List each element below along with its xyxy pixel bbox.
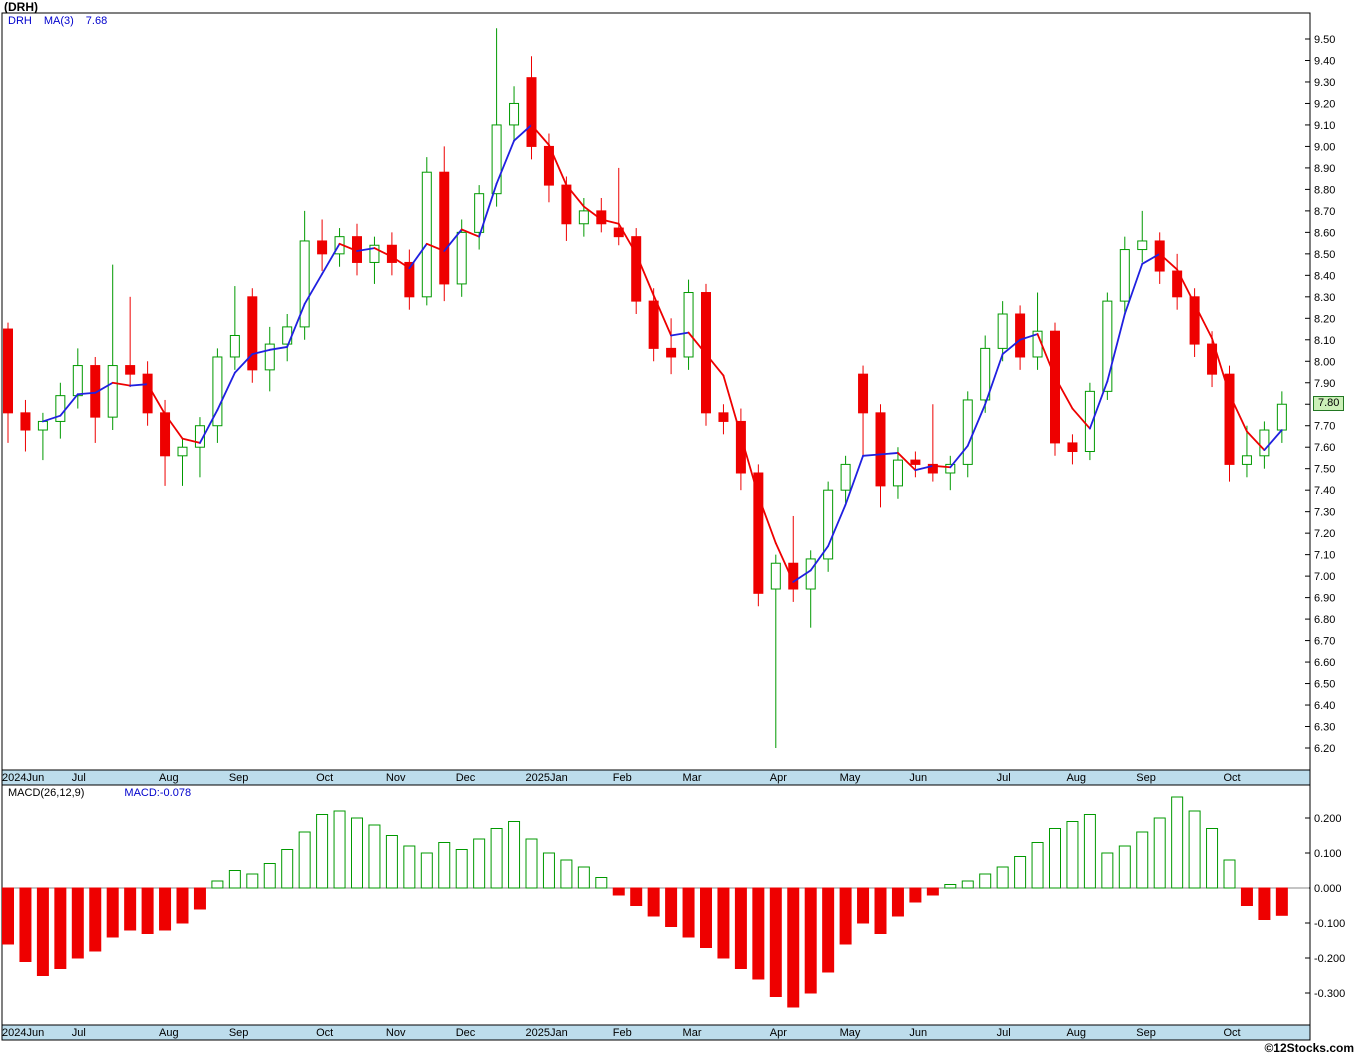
svg-text:Mar: Mar xyxy=(683,1027,702,1039)
macd-value-label: MACD:-0.078 xyxy=(124,787,192,799)
svg-text:Jul: Jul xyxy=(72,772,86,784)
svg-text:Feb: Feb xyxy=(613,1027,632,1039)
svg-text:-0.100: -0.100 xyxy=(1314,918,1345,930)
svg-text:7.00: 7.00 xyxy=(1314,571,1335,583)
svg-text:6.70: 6.70 xyxy=(1314,636,1335,648)
svg-text:Jul: Jul xyxy=(72,1027,86,1039)
svg-text:8.20: 8.20 xyxy=(1314,313,1335,325)
symbol-title: (DRH) xyxy=(4,0,38,14)
svg-text:Sep: Sep xyxy=(229,1027,249,1039)
svg-text:9.40: 9.40 xyxy=(1314,55,1335,67)
macd-legend: MACD(26,12,9) MACD:-0.078 xyxy=(8,787,191,799)
legend-ma-value: 7.68 xyxy=(85,15,108,27)
svg-text:7.60: 7.60 xyxy=(1314,442,1335,454)
svg-text:Sep: Sep xyxy=(1136,772,1156,784)
svg-text:6.30: 6.30 xyxy=(1314,722,1335,734)
svg-text:8.80: 8.80 xyxy=(1314,184,1335,196)
macd-params-label: MACD(26,12,9) xyxy=(8,787,85,799)
svg-text:9.00: 9.00 xyxy=(1314,141,1335,153)
svg-text:Jun: Jun xyxy=(909,1027,927,1039)
svg-text:9.50: 9.50 xyxy=(1314,34,1335,46)
svg-text:2025Jan: 2025Jan xyxy=(526,772,568,784)
svg-text:Nov: Nov xyxy=(386,772,406,784)
svg-text:7.70: 7.70 xyxy=(1314,421,1335,433)
svg-text:Jun: Jun xyxy=(909,772,927,784)
svg-text:Jul: Jul xyxy=(997,1027,1011,1039)
svg-text:0.000: 0.000 xyxy=(1314,883,1342,895)
svg-text:8.10: 8.10 xyxy=(1314,335,1335,347)
legend-symbol: DRH xyxy=(8,15,32,27)
svg-text:6.90: 6.90 xyxy=(1314,593,1335,605)
svg-text:7.50: 7.50 xyxy=(1314,464,1335,476)
svg-text:Dec: Dec xyxy=(456,1027,476,1039)
svg-text:Oct: Oct xyxy=(316,772,333,784)
svg-text:8.60: 8.60 xyxy=(1314,227,1335,239)
svg-text:0.100: 0.100 xyxy=(1314,848,1342,860)
svg-text:Apr: Apr xyxy=(770,1027,787,1039)
last-price-badge: 7.80 xyxy=(1313,396,1345,412)
svg-text:Oct: Oct xyxy=(316,1027,333,1039)
svg-text:8.30: 8.30 xyxy=(1314,292,1335,304)
svg-text:8.50: 8.50 xyxy=(1314,249,1335,261)
svg-text:2024Jun: 2024Jun xyxy=(2,772,44,784)
svg-text:Aug: Aug xyxy=(159,772,179,784)
svg-text:Feb: Feb xyxy=(613,772,632,784)
svg-text:6.50: 6.50 xyxy=(1314,679,1335,691)
svg-text:2024Jun: 2024Jun xyxy=(2,1027,44,1039)
svg-text:Oct: Oct xyxy=(1224,772,1241,784)
svg-text:6.60: 6.60 xyxy=(1314,657,1335,669)
svg-text:9.10: 9.10 xyxy=(1314,120,1335,132)
svg-text:0.200: 0.200 xyxy=(1314,813,1342,825)
svg-text:Aug: Aug xyxy=(1066,772,1086,784)
svg-text:May: May xyxy=(840,772,861,784)
svg-text:Sep: Sep xyxy=(1136,1027,1156,1039)
svg-text:7.30: 7.30 xyxy=(1314,507,1335,519)
svg-text:7.10: 7.10 xyxy=(1314,550,1335,562)
svg-text:6.80: 6.80 xyxy=(1314,614,1335,626)
svg-text:8.00: 8.00 xyxy=(1314,356,1335,368)
svg-text:Oct: Oct xyxy=(1224,1027,1241,1039)
svg-text:Dec: Dec xyxy=(456,772,476,784)
svg-text:Aug: Aug xyxy=(159,1027,179,1039)
svg-text:9.20: 9.20 xyxy=(1314,98,1335,110)
svg-text:Jul: Jul xyxy=(997,772,1011,784)
svg-text:2025Jan: 2025Jan xyxy=(526,1027,568,1039)
svg-text:-0.300: -0.300 xyxy=(1314,988,1345,1000)
watermark: ©12Stocks.com xyxy=(1264,1041,1354,1055)
svg-text:Aug: Aug xyxy=(1066,1027,1086,1039)
svg-text:6.40: 6.40 xyxy=(1314,700,1335,712)
svg-text:Sep: Sep xyxy=(229,772,249,784)
svg-text:Nov: Nov xyxy=(386,1027,406,1039)
svg-text:Apr: Apr xyxy=(770,772,787,784)
svg-text:8.40: 8.40 xyxy=(1314,270,1335,282)
svg-text:7.90: 7.90 xyxy=(1314,378,1335,390)
svg-text:7.20: 7.20 xyxy=(1314,528,1335,540)
svg-text:6.20: 6.20 xyxy=(1314,743,1335,755)
legend-ma-label: MA(3) xyxy=(43,15,74,27)
svg-text:7.40: 7.40 xyxy=(1314,485,1335,497)
svg-text:8.90: 8.90 xyxy=(1314,163,1335,175)
svg-text:May: May xyxy=(840,1027,861,1039)
svg-text:9.30: 9.30 xyxy=(1314,77,1335,89)
price-legend: DRH MA(3) 7.68 xyxy=(8,15,119,27)
svg-text:Mar: Mar xyxy=(683,772,702,784)
svg-text:8.70: 8.70 xyxy=(1314,206,1335,218)
svg-text:-0.200: -0.200 xyxy=(1314,953,1345,965)
